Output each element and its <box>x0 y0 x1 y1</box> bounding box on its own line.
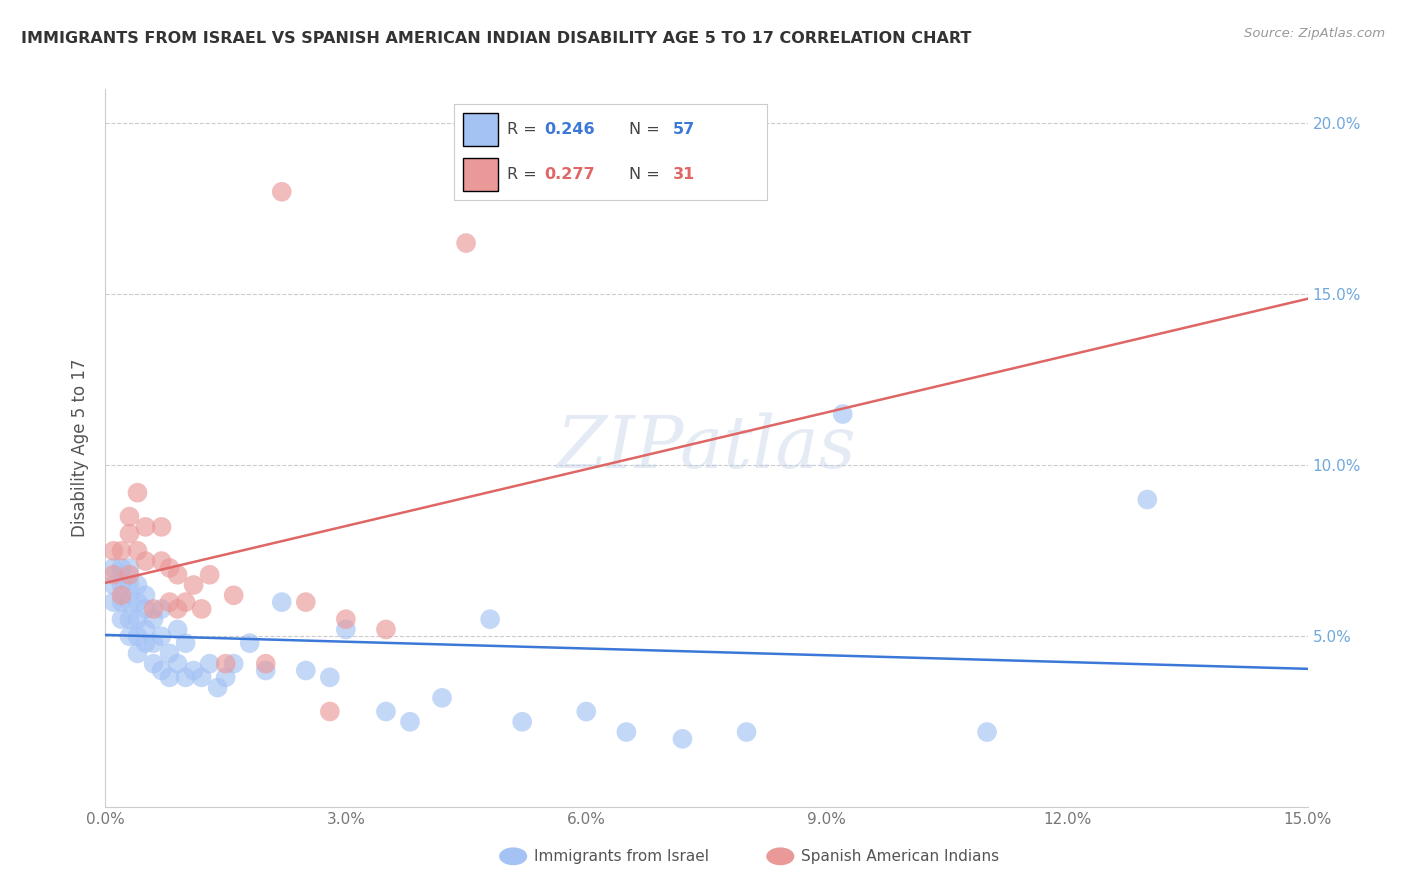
Point <box>150 520 173 534</box>
Point <box>270 185 292 199</box>
Point <box>374 705 398 719</box>
Point <box>127 646 149 660</box>
Y-axis label: Disability Age 5 to 17: Disability Age 5 to 17 <box>72 359 90 538</box>
Point <box>103 543 125 558</box>
Point <box>159 646 181 660</box>
Point <box>127 485 149 500</box>
Point <box>270 595 292 609</box>
Point <box>214 670 236 684</box>
Text: IMMIGRANTS FROM ISRAEL VS SPANISH AMERICAN INDIAN DISABILITY AGE 5 TO 17 CORRELA: IMMIGRANTS FROM ISRAEL VS SPANISH AMERIC… <box>21 31 972 46</box>
Point <box>254 657 277 671</box>
Point <box>222 588 245 602</box>
Point <box>335 612 357 626</box>
Point <box>118 561 141 575</box>
Point <box>831 407 853 421</box>
Point <box>103 578 125 592</box>
Text: Source: ZipAtlas.com: Source: ZipAtlas.com <box>1244 27 1385 40</box>
Point <box>118 595 141 609</box>
Point <box>135 588 157 602</box>
Point <box>135 602 157 616</box>
Point <box>166 567 188 582</box>
Point <box>575 705 598 719</box>
Point <box>127 612 149 626</box>
Point <box>454 235 477 250</box>
Point <box>207 681 229 695</box>
Point <box>1136 492 1159 507</box>
Point <box>118 612 141 626</box>
Point <box>103 595 125 609</box>
Point <box>150 664 173 678</box>
Point <box>319 670 342 684</box>
Point <box>110 543 132 558</box>
Point <box>142 636 165 650</box>
Point <box>735 725 758 739</box>
Point <box>110 612 132 626</box>
Point <box>166 602 188 616</box>
Point <box>118 629 141 643</box>
Point <box>174 636 197 650</box>
Point <box>295 664 318 678</box>
Point <box>174 670 197 684</box>
Point <box>239 636 262 650</box>
Point <box>198 567 221 582</box>
Point <box>103 561 125 575</box>
Point <box>166 623 188 637</box>
Point <box>616 725 638 739</box>
Point <box>190 602 212 616</box>
Point <box>159 595 181 609</box>
Point <box>127 578 149 592</box>
Point <box>135 554 157 568</box>
Text: Spanish American Indians: Spanish American Indians <box>801 849 1000 863</box>
Point <box>135 520 157 534</box>
Point <box>183 578 205 592</box>
Point <box>118 567 141 582</box>
Point <box>183 664 205 678</box>
Point <box>510 714 533 729</box>
Point <box>110 561 132 575</box>
Point <box>319 705 342 719</box>
Point <box>110 588 132 602</box>
Point <box>142 602 165 616</box>
Point <box>118 526 141 541</box>
Point <box>166 657 188 671</box>
Point <box>135 636 157 650</box>
Point <box>150 629 173 643</box>
Point <box>110 595 132 609</box>
Point <box>430 690 453 705</box>
Point <box>174 595 197 609</box>
Point <box>295 595 318 609</box>
Point <box>110 578 132 592</box>
Point <box>135 623 157 637</box>
Text: ZIPatlas: ZIPatlas <box>557 413 856 483</box>
Point <box>198 657 221 671</box>
Point <box>214 657 236 671</box>
Point <box>142 612 165 626</box>
Point <box>118 509 141 524</box>
Point <box>976 725 998 739</box>
Point <box>222 657 245 671</box>
Point <box>127 595 149 609</box>
Point <box>118 578 141 592</box>
Point <box>103 567 125 582</box>
Text: Immigrants from Israel: Immigrants from Israel <box>534 849 709 863</box>
Point <box>254 664 277 678</box>
Point <box>127 543 149 558</box>
Point <box>159 561 181 575</box>
Point <box>399 714 422 729</box>
Point <box>190 670 212 684</box>
Point <box>150 554 173 568</box>
Point <box>150 602 173 616</box>
Point <box>335 623 357 637</box>
Point <box>127 629 149 643</box>
Point <box>142 657 165 671</box>
Point <box>159 670 181 684</box>
Point <box>374 623 398 637</box>
Point <box>479 612 502 626</box>
Point <box>671 731 693 746</box>
